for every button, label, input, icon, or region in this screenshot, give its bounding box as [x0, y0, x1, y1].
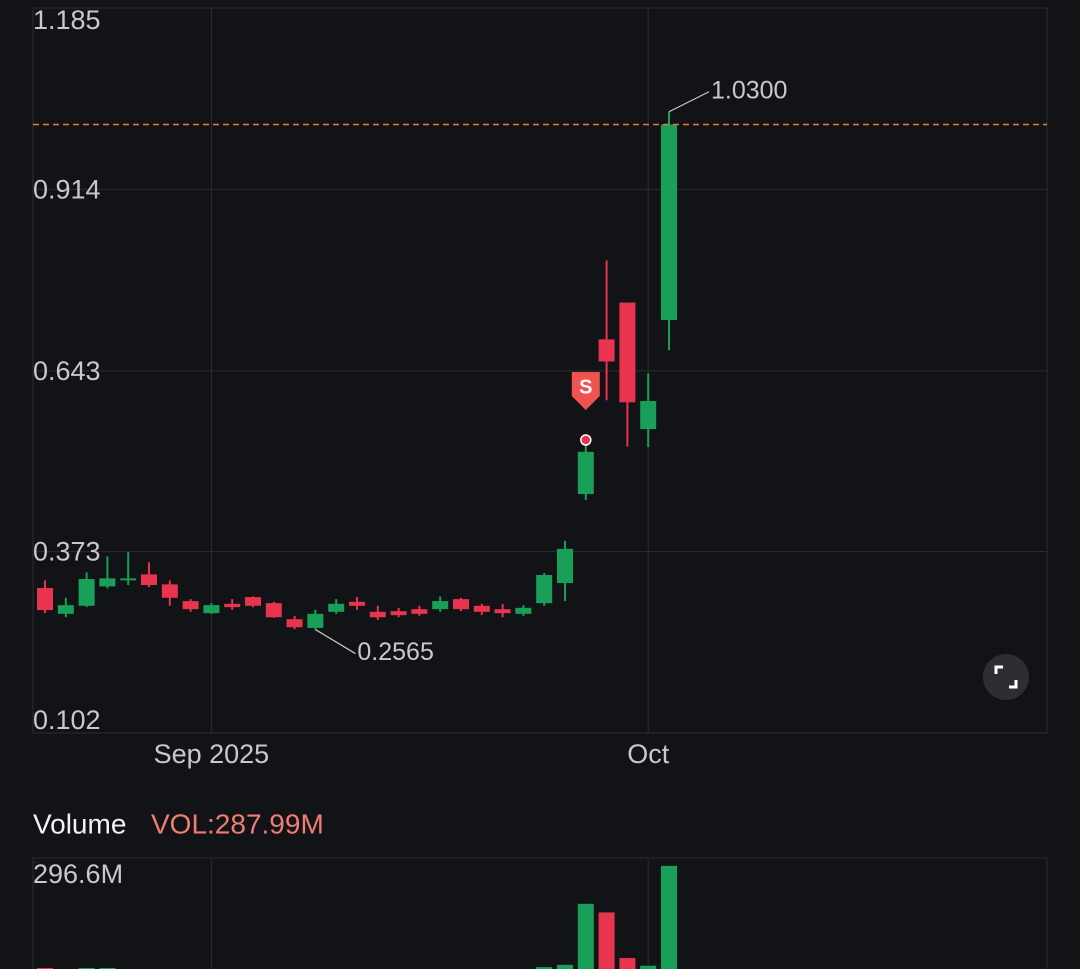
candle-body: [557, 548, 573, 584]
candle-body: [99, 578, 116, 587]
volume-bar: [78, 967, 95, 969]
candle-body: [161, 584, 178, 598]
volume-current: VOL:287.99M: [151, 808, 324, 839]
candle-body: [120, 578, 137, 581]
candle-body: [494, 609, 511, 614]
candle-body: [453, 599, 469, 610]
candle-body: [515, 607, 532, 614]
y-tick-label: 0.914: [33, 175, 101, 205]
annotation-label: 0.2565: [357, 638, 433, 666]
expand-button[interactable]: [983, 654, 1029, 700]
signal-badge: [571, 372, 600, 410]
annotation-label: 1.0300: [711, 76, 787, 104]
y-tick-label: 0.102: [33, 705, 101, 735]
candle-body: [224, 603, 241, 608]
candle-body: [536, 575, 553, 604]
volume-bar: [577, 903, 594, 969]
candle-body: [598, 339, 615, 362]
expand-icon[interactable]: [994, 665, 1018, 689]
volume-title: Volume: [33, 808, 126, 839]
x-tick-label: Oct: [627, 739, 670, 769]
candle-body: [640, 400, 657, 430]
volume-bar: [536, 967, 553, 969]
y-tick-label: 296.6M: [33, 859, 123, 889]
candle-body: [619, 302, 636, 403]
volume-bar: [640, 965, 657, 969]
y-tick-label: 0.373: [33, 537, 101, 567]
candle-body: [473, 605, 490, 612]
x-tick-label: Sep 2025: [154, 739, 270, 769]
candle-body: [411, 609, 428, 614]
candle-body: [57, 605, 74, 614]
volume-bar: [37, 967, 53, 969]
candle-body: [265, 603, 282, 618]
volume-frame: [32, 857, 1048, 969]
annotation-leader: [315, 629, 356, 655]
y-tick-label: 1.185: [33, 5, 101, 35]
candle-body: [245, 597, 261, 606]
annotation-leader: [668, 91, 710, 113]
candle-body: [390, 611, 407, 616]
candle-body: [182, 601, 199, 610]
volume-bar: [598, 912, 615, 969]
candle-body: [369, 611, 386, 618]
expand-circle[interactable]: [983, 654, 1029, 700]
candle-body: [203, 605, 220, 614]
volume-bar: [619, 958, 636, 969]
candle-body: [78, 579, 95, 606]
candle-body: [37, 588, 53, 611]
candle-body: [661, 124, 677, 320]
candle-body: [432, 601, 449, 610]
signal-dot: [580, 434, 592, 446]
volume-bar: [99, 967, 116, 969]
volume-bar: [557, 964, 573, 969]
candle-body: [141, 574, 157, 586]
candle-body: [328, 603, 345, 612]
candle-body: [307, 613, 324, 628]
signal-badge-icon: S: [579, 376, 592, 398]
candle-body: [577, 451, 594, 495]
y-tick-label: 0.643: [33, 356, 101, 386]
candle-body: [349, 601, 365, 606]
candle-body: [286, 619, 303, 628]
volume-bar: [661, 865, 677, 969]
